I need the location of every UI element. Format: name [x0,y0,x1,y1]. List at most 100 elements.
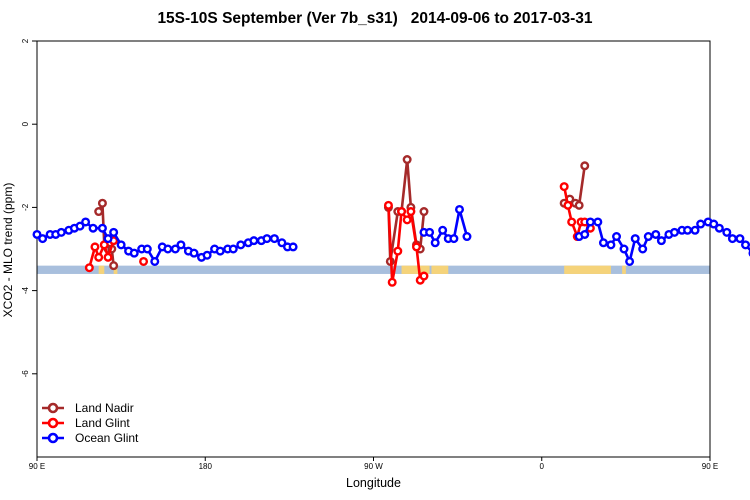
ocean-glint-point [170,244,180,254]
ocean-glint-point [656,236,666,246]
ocean-glint-point [75,221,85,231]
x-tick-label: 0 [540,462,545,471]
ocean-glint-point [735,234,745,244]
ocean-glint-point [580,229,590,239]
ocean-glint-point [714,223,724,233]
y-tick-label: -2 [21,203,30,211]
ocean-glint-point [462,232,472,242]
ocean-glint-point [722,227,732,237]
y-tick-label: 0 [21,121,30,126]
ocean-glint-point [425,227,435,237]
land-glint-point [387,277,397,287]
land-band-segment [401,265,430,274]
ocean-glint-point [189,248,199,258]
ocean-glint-point [56,227,66,237]
land-glint-point [84,263,94,273]
land-glint-point [99,240,109,250]
land-glint-point [402,215,412,225]
ocean-glint-point [269,234,279,244]
ocean-glint-point [598,238,608,248]
x-tick-label: 90 E [29,462,45,471]
y-tick-label: -4 [21,286,30,294]
land-nadir-point [574,200,584,210]
ocean-glint-point [236,240,246,250]
land-band-segment [564,265,611,274]
land-band-segment [98,265,105,274]
ocean-glint-point [262,234,272,244]
ocean-glint-point [215,246,225,256]
ocean-glint-point [38,234,48,244]
ocean-glint-point [81,217,91,227]
x-tick-label: 90 W [364,462,383,471]
ocean-glint-point [449,234,459,244]
ocean-glint-point [619,244,629,254]
ocean-glint-point [288,242,298,252]
ocean-glint-point [438,225,448,235]
ocean-glint-point [454,204,464,214]
ocean-glint-point [88,223,98,233]
ocean-glint-point [430,238,440,248]
ocean-glint-point [741,240,750,250]
legend-label-land-glint: Land Glint [75,416,130,430]
ocean-glint-point [651,229,661,239]
ocean-glint-point [32,229,42,239]
x-axis-label: Longitude [346,476,401,490]
ocean-glint-point [163,244,173,254]
land-nadir-point [94,207,104,217]
legend-label-ocean-glint: Ocean Glint [75,431,139,445]
land-nadir-point [109,261,119,271]
ocean-glint-point [116,240,126,250]
land-glint-point [406,207,416,217]
y-tick-label: 2 [21,38,30,43]
ocean-glint-point [142,244,152,254]
x-tick-label: 180 [199,462,213,471]
legend-label-land-nadir: Land Nadir [75,401,134,415]
land-glint-point [90,242,100,252]
legend-marker-ocean-glint [47,432,59,444]
ocean-glint-point [727,234,737,244]
land-nadir-point [580,161,590,171]
ocean-glint-point [249,236,259,246]
ocean-glint-point [669,227,679,237]
land-glint-point [397,207,407,217]
ocean-glint-point [709,219,719,229]
ocean-glint-point [176,240,186,250]
ocean-glint-point [150,256,160,266]
ocean-glint-point [630,234,640,244]
ocean-glint-point [643,232,653,242]
ocean-glint-point [696,219,706,229]
ocean-glint-point [109,227,119,237]
ocean-glint-point [690,225,700,235]
land-nadir-point [419,207,429,217]
ocean-glint-point [606,240,616,250]
land-band-segment [431,265,449,274]
ocean-glint-point [103,234,113,244]
land-glint-point [393,246,403,256]
ocean-glint-point [585,217,595,227]
land-glint-point [94,252,104,262]
ocean-glint-point [625,256,635,266]
ocean-glint-point [129,248,139,258]
land-nadir-point [97,198,107,208]
y-tick-label: -6 [21,370,30,378]
land-band-segment [113,265,118,274]
ocean-glint-point [683,225,693,235]
ocean-glint-point [228,244,238,254]
legend-marker-land-nadir [47,402,59,414]
land-glint-point [139,256,149,266]
land-glint-point [567,217,577,227]
ocean-glint-point [97,223,107,233]
ocean-glint-point [638,244,648,254]
x-tick-label: 90 E [702,462,718,471]
ocean-glint-point [202,250,212,260]
land-glint-point [559,182,569,192]
ocean-glint-point [277,238,287,248]
land-glint-point [383,200,393,210]
land-glint-point [419,271,429,281]
ocean-glint-point [593,217,603,227]
legend-marker-land-glint [47,417,59,429]
land-glint-point [103,252,113,262]
chart-title: 15S-10S September (Ver 7b_s31) 2014-09-0… [157,10,593,27]
land-glint-point [411,242,421,252]
